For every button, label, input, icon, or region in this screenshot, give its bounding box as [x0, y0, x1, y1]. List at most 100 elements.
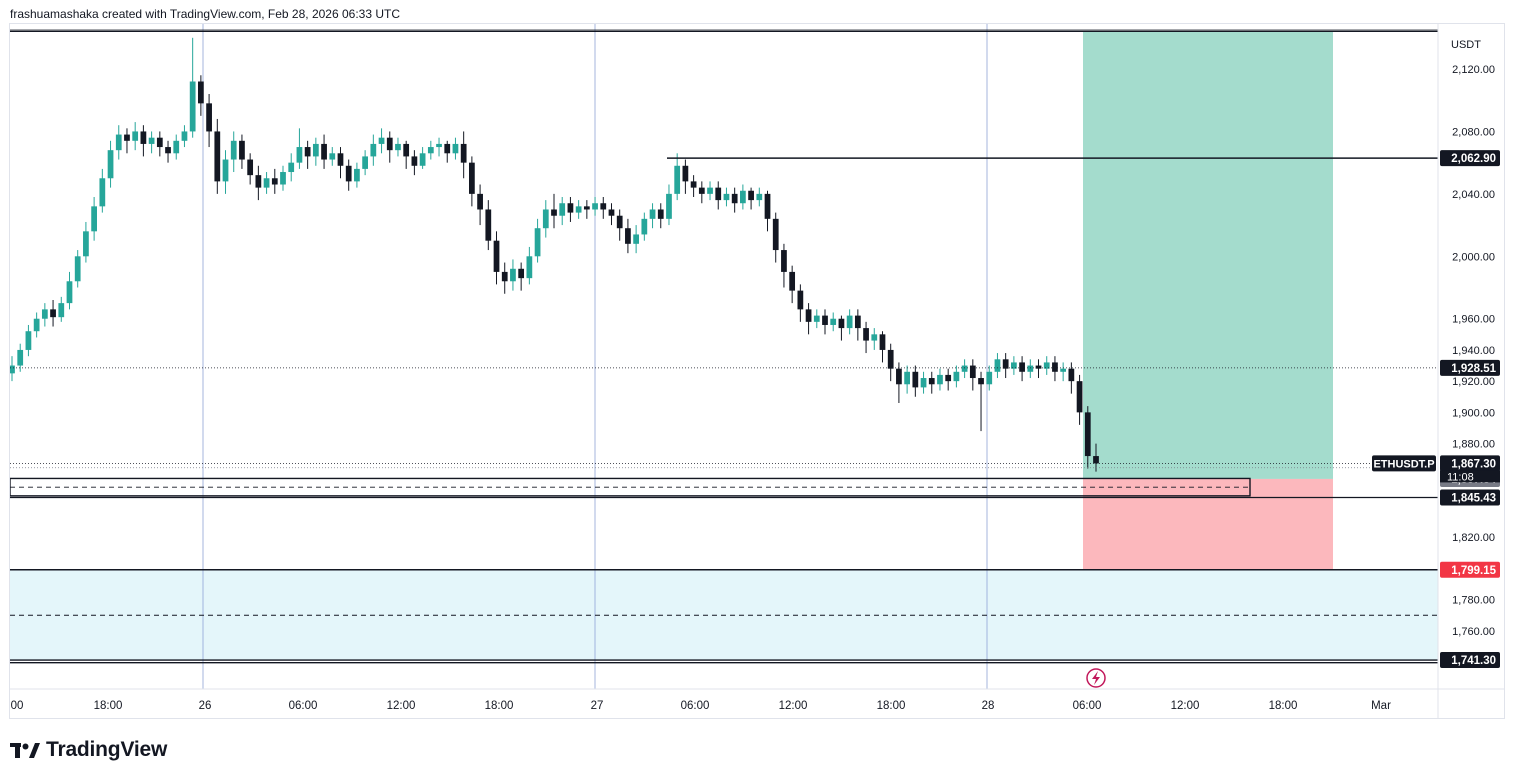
candle-body	[173, 140, 180, 154]
candle-body	[83, 231, 89, 257]
candle-body	[945, 374, 952, 382]
candle-body	[403, 143, 410, 157]
candle-body	[222, 159, 229, 182]
candle-body	[871, 334, 878, 341]
candle-body	[436, 143, 442, 148]
candle-body	[1002, 359, 1009, 369]
support-price-label-bg	[1440, 652, 1500, 669]
candle-body	[263, 178, 270, 188]
position-profit-zone	[1083, 31, 1333, 479]
candle-body	[329, 153, 336, 160]
candle-body	[756, 193, 763, 201]
candle-body	[189, 81, 196, 132]
axes-layer: 2,120.00 2,080.00 2,040.00 2,000.00 1,960.00…	[9, 23, 1505, 719]
tradingview-logo[interactable]: TradingView	[10, 737, 167, 763]
candle-body	[255, 175, 262, 188]
countdown-label: 11:08	[1447, 471, 1474, 483]
price-chart[interactable]: 2,120.00 2,080.00 2,040.00 2,000.00 1,960.00…	[0, 0, 1515, 735]
candle-body	[863, 328, 869, 341]
candle-body	[354, 168, 360, 182]
candle-body	[362, 156, 368, 169]
candle-body	[271, 178, 278, 185]
candle-body	[288, 162, 295, 173]
x-tick-label: 18:00	[485, 700, 514, 712]
candle-body	[797, 290, 804, 310]
candle-body	[937, 374, 943, 385]
candle-body	[485, 209, 492, 241]
symbol-tag-bg	[1372, 455, 1436, 472]
candle-body	[230, 140, 237, 160]
tradingview-logo-text: TradingView	[46, 738, 168, 761]
y-tick-label: 1,820.00	[1452, 532, 1495, 544]
y-tick-label: 1,760.00	[1452, 626, 1495, 638]
y-tick-label: 2,000.00	[1452, 251, 1495, 263]
candle-body	[501, 271, 508, 282]
candle-body	[534, 228, 541, 257]
x-tick-label: 18:00	[877, 700, 906, 712]
candle-body	[91, 206, 97, 232]
lightning-icon	[1086, 668, 1106, 688]
candle-body	[575, 206, 582, 213]
resistance-price-label-bg	[1440, 150, 1500, 167]
candle-body	[896, 368, 902, 385]
y-tick-label: 2,120.00	[1452, 64, 1495, 76]
chart-frame	[9, 23, 1505, 719]
candle-body	[198, 81, 204, 104]
candle-body	[1068, 368, 1075, 382]
zones-layer	[10, 31, 1438, 661]
last-price-price-label: 1,867.30	[1451, 458, 1496, 470]
x-tick-label: 26	[199, 700, 212, 712]
candle-body	[386, 137, 393, 151]
candle-body	[904, 371, 910, 385]
tradingview-logo-icon	[10, 742, 40, 758]
level-price-label: 1,845.43	[1451, 493, 1496, 505]
candle-body	[510, 268, 516, 282]
candle-body	[460, 143, 467, 163]
candle-body	[148, 137, 155, 144]
candle-body	[58, 303, 65, 318]
candle-body	[1011, 362, 1017, 369]
candle-body	[822, 315, 828, 325]
candle-body	[1060, 368, 1067, 372]
x-tick-label: 06:00	[289, 700, 318, 712]
candle-body	[469, 162, 475, 194]
x-tick-label: 18:00	[94, 700, 123, 712]
y-tick-label: 2,040.00	[1452, 189, 1495, 201]
candle-body	[239, 140, 245, 160]
candle-body	[781, 250, 787, 272]
level-price-label-bg	[1440, 489, 1500, 506]
candle-body	[427, 147, 434, 154]
x-tick-label: 27	[591, 700, 604, 712]
candle-body	[33, 318, 40, 332]
candle-body	[912, 371, 919, 388]
symbol-tag: ETHUSDT.P	[1373, 458, 1434, 470]
candle-body	[1076, 381, 1083, 413]
candle-body	[370, 143, 377, 157]
candle-body	[395, 143, 401, 151]
candle-body	[542, 209, 549, 229]
candle-body	[1019, 362, 1025, 372]
candle-body	[969, 365, 976, 379]
candle-body	[887, 349, 894, 369]
candle-body	[1027, 365, 1034, 372]
candle-body	[740, 190, 746, 204]
currency-label: USDT	[1451, 39, 1481, 51]
candle-body	[690, 181, 697, 188]
candle-body	[994, 359, 1001, 372]
candle-body	[411, 156, 418, 166]
resistance-price-label: 2,062.90	[1451, 153, 1496, 165]
candle-body	[280, 172, 286, 185]
candle-body	[978, 378, 984, 385]
candle-body	[345, 165, 352, 182]
candle-body	[649, 209, 656, 219]
chart-attribution: frashuamashaka created with TradingView.…	[10, 7, 400, 21]
candle-body	[247, 159, 254, 176]
candle-body	[115, 134, 122, 151]
candle-body	[953, 371, 960, 382]
candle-body	[805, 309, 812, 322]
candle-body	[181, 131, 188, 141]
y-tick-label: 1,920.00	[1452, 376, 1495, 388]
candle-body	[99, 178, 106, 207]
stop-price-label-bg	[1440, 561, 1500, 578]
candle-body	[838, 318, 845, 329]
